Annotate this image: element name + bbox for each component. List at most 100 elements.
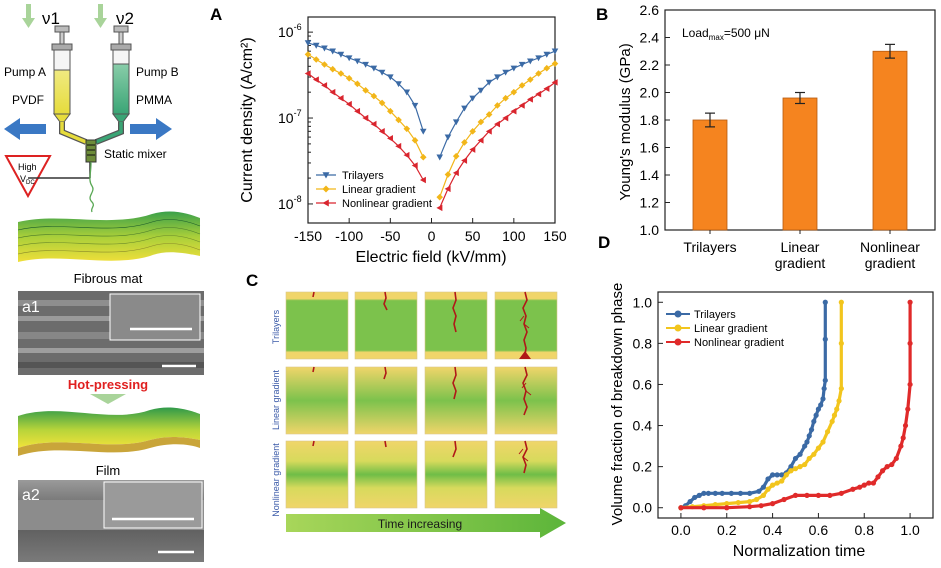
data-point [337, 51, 345, 58]
x-tick-label: 100 [502, 228, 526, 244]
data-point [370, 92, 378, 100]
chart-a-xlabel: Electric field (kV/mm) [355, 249, 506, 266]
data-point [321, 61, 328, 68]
data-point [477, 137, 484, 144]
nu2-label: ν2 [116, 9, 134, 28]
data-point [769, 472, 776, 478]
data-point [312, 42, 320, 49]
data-point [527, 76, 534, 83]
data-point [808, 427, 815, 433]
data-point [345, 75, 353, 82]
series-nonlinear-gradient [304, 70, 558, 212]
data-point [543, 85, 550, 92]
y-tick-label: 2.0 [640, 85, 660, 101]
data-point [469, 128, 476, 135]
data-point [354, 80, 361, 88]
row-label-linear-gradient: Linear gradient [271, 369, 281, 430]
data-point [760, 492, 767, 498]
data-point [354, 107, 361, 115]
data-point [687, 498, 693, 505]
data-point [494, 74, 501, 81]
breakdown-branch [519, 315, 525, 322]
data-point [494, 120, 501, 128]
data-point [444, 185, 451, 193]
data-point [866, 480, 872, 486]
legend-marker [674, 338, 682, 346]
data-point [829, 418, 835, 425]
row-label-nonlinear-gradient: Nonlinear gradient [271, 443, 281, 517]
nu1-label: ν1 [42, 9, 60, 28]
data-point [502, 69, 509, 76]
simulation-cell [354, 366, 418, 435]
legend-marker [674, 310, 682, 318]
chart-d-xlabel: Normalization time [733, 543, 866, 560]
data-point [781, 496, 787, 503]
data-point [821, 385, 827, 392]
data-point [824, 429, 831, 435]
legend-marker [322, 172, 330, 179]
sem-image-a1 [18, 291, 204, 375]
data-point [354, 58, 361, 65]
category-label: gradient [865, 255, 916, 271]
data-point [902, 422, 909, 429]
data-point [900, 435, 906, 441]
data-point [477, 118, 485, 126]
chart-d-ylabel: Volume fraction of breakdown phase [609, 283, 626, 526]
data-point [535, 55, 542, 62]
data-point [827, 492, 833, 498]
legend-label: Trilayers [694, 309, 736, 321]
data-point [304, 40, 312, 47]
data-point [419, 176, 426, 184]
simulation-cell [354, 291, 418, 360]
sem-image-a2 [18, 480, 204, 562]
data-point [321, 45, 328, 52]
data-point [436, 193, 444, 201]
data-point [452, 169, 459, 177]
y-tick-label: 1.4 [640, 167, 660, 183]
data-point [822, 299, 828, 305]
data-point [769, 482, 776, 488]
chart-d: 0.0 0.2 0.4 0.6 0.8 1.0 0.0 0.2 0.4 0.6 0.8 1.0 Nor… [609, 283, 934, 560]
data-point [836, 398, 842, 404]
data-point [362, 114, 369, 122]
data-point [304, 70, 311, 77]
x-tick-label: 0.0 [671, 522, 691, 538]
data-point [494, 102, 501, 109]
chart-b-ylabel: Young's modulus (GPa) [617, 43, 634, 200]
data-point [747, 504, 753, 510]
data-point [535, 70, 542, 77]
data-point [378, 128, 385, 135]
series-trilayers [304, 40, 559, 161]
breakdown-root [519, 351, 531, 359]
data-point [387, 135, 393, 142]
data-point [701, 490, 707, 496]
legend-marker [674, 324, 682, 332]
data-point [387, 74, 394, 81]
data-point [838, 299, 844, 305]
data-point [806, 455, 812, 462]
simulation-cell [424, 291, 488, 360]
data-point [444, 134, 452, 141]
data-point [518, 102, 525, 109]
legend-label: Trilayers [342, 170, 384, 182]
y-tick-label: 1.8 [640, 112, 660, 128]
data-point [779, 478, 785, 484]
data-point [403, 151, 410, 159]
data-point [779, 472, 785, 478]
data-point [719, 490, 725, 496]
data-point [838, 340, 844, 346]
data-point [813, 412, 819, 418]
data-point [831, 412, 838, 418]
data-point [705, 490, 712, 496]
data-point [758, 503, 764, 509]
sem-a2-label: a2 [22, 487, 40, 504]
data-point [411, 162, 418, 169]
category-label: Linear [781, 239, 820, 255]
data-point [701, 505, 707, 511]
data-point [337, 94, 344, 102]
data-point [527, 58, 534, 65]
data-point [735, 499, 741, 506]
data-point [510, 88, 518, 96]
hot-pressing-label: Hot-pressing [68, 377, 148, 392]
